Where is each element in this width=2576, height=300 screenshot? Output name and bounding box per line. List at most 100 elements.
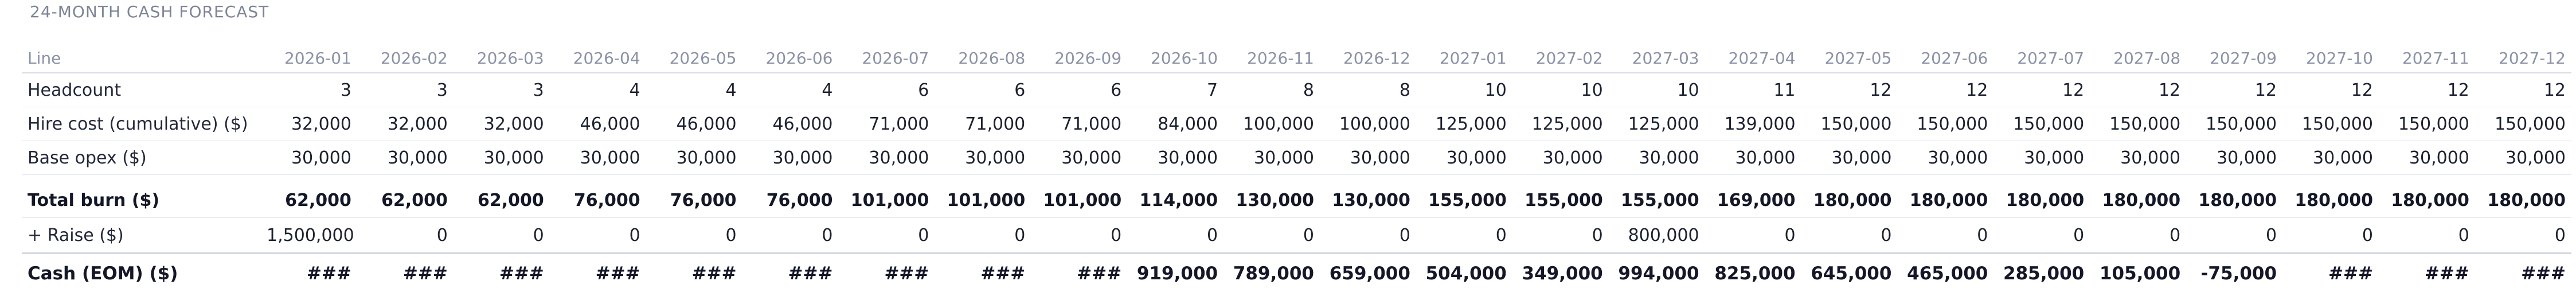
table-cell: ###	[1077, 263, 1122, 284]
table-cell: 76,000	[646, 183, 742, 218]
table-cell: 150,000	[2282, 107, 2379, 141]
table-cell: 12	[2090, 73, 2187, 107]
table-cell: 285,000	[2003, 263, 2085, 284]
table-cell: 32,000	[357, 107, 454, 141]
column-header-month: 2027-04	[1705, 44, 1801, 73]
column-header-month: 2026-02	[357, 44, 454, 73]
table-cell: 101,000	[935, 183, 1031, 218]
table-cell: 6	[1031, 73, 1128, 107]
table-cell: 46,000	[646, 107, 742, 141]
column-header-month: 2026-05	[646, 44, 742, 73]
table-cell: 71,000	[1031, 107, 1128, 141]
table-cell: 0	[2090, 217, 2187, 254]
table-cell: 30,000	[1416, 141, 1512, 175]
column-header-month: 2027-05	[1801, 44, 1898, 73]
table-cell: 100,000	[1223, 107, 1320, 141]
column-header-month: 2027-01	[1416, 44, 1512, 73]
table-cell: 30,000	[2282, 141, 2379, 175]
table-cell: 0	[1416, 217, 1512, 254]
table-cell: 100,000	[1320, 107, 1416, 141]
table-cell: 0	[2475, 217, 2571, 254]
table-row: Total burn ($) 62,000 62,000 62,000 76,000 76…	[22, 183, 2571, 218]
table-cell: 0	[1127, 217, 1224, 254]
column-header-month: 2027-09	[2186, 44, 2283, 73]
row-label: + Raise ($)	[22, 217, 261, 254]
table-cell: 0	[2282, 217, 2379, 254]
table-cell: 10	[1608, 73, 1705, 107]
table-cell: 0	[1031, 217, 1128, 254]
column-header-month: 2026-01	[261, 44, 357, 73]
table-cell: 105,000	[2099, 263, 2181, 284]
table-cell: 30,000	[1801, 141, 1898, 175]
table-cell: 11	[1705, 73, 1801, 107]
column-header-month: 2027-10	[2282, 44, 2379, 73]
table-cell: 12	[2282, 73, 2379, 107]
table-cell: 504,000	[1425, 263, 1507, 284]
table-cell: ###	[980, 263, 1026, 284]
table-cell: 150,000	[2378, 107, 2475, 141]
table-cell: 659,000	[1329, 263, 1410, 284]
table-cell: 12	[2186, 73, 2283, 107]
table-cell: 0	[1223, 217, 1320, 254]
table-cell: 46,000	[742, 107, 839, 141]
table-cell: 0	[1897, 217, 1994, 254]
column-header-month: 2026-03	[453, 44, 550, 73]
table-cell: 139,000	[1705, 107, 1801, 141]
table-cell: 12	[2475, 73, 2571, 107]
table-cell: 114,000	[1127, 183, 1224, 218]
table-cell: 30,000	[1320, 141, 1416, 175]
table-cell: 800,000	[1608, 217, 1705, 254]
table-cell: 30,000	[2186, 141, 2283, 175]
table-cell: 10	[1416, 73, 1512, 107]
table-cell: 12	[1897, 73, 1994, 107]
table-row: + Raise ($) 1,500,000 0 0 0 0 0 0 0 0 0 0 0 0 0 800,000…	[22, 217, 2571, 254]
table-cell: 3	[261, 73, 357, 107]
table-cell: 994,000	[1618, 263, 1699, 284]
table-cell: 825,000	[1714, 263, 1796, 284]
table-cell: ###	[595, 263, 640, 284]
table-cell: 150,000	[1801, 107, 1898, 141]
table-cell: 30,000	[2475, 141, 2571, 175]
table-cell: 150,000	[2475, 107, 2571, 141]
table-cell: 125,000	[1416, 107, 1512, 141]
row-label: Base opex ($)	[22, 141, 261, 175]
table-cell: 30,000	[453, 141, 550, 175]
table-row: Headcount 3 3 3 4 4 4 6 6 6 7 8 8 10 10 10 11 12 12 12 12 12 1…	[22, 73, 2571, 107]
table-cell: 180,000	[2378, 183, 2475, 218]
column-header-month: 2027-06	[1897, 44, 1994, 73]
table-row: Base opex ($) 30,000 30,000 30,000 30,000 30,…	[22, 141, 2571, 175]
table-cell: 3	[453, 73, 550, 107]
table-cell: 155,000	[1512, 183, 1609, 218]
table-cell: 0	[2378, 217, 2475, 254]
table-cell: 130,000	[1223, 183, 1320, 218]
table-cell: 0	[742, 217, 839, 254]
table-cell: 30,000	[549, 141, 646, 175]
column-header-month: 2027-03	[1608, 44, 1705, 73]
table-cell: ###	[788, 263, 833, 284]
table-cell: 62,000	[453, 183, 550, 218]
table-cell: 0	[1512, 217, 1609, 254]
table-cell: 62,000	[357, 183, 454, 218]
table-cell: 7	[1127, 73, 1224, 107]
table-cell: 30,000	[261, 141, 357, 175]
table-cell: 150,000	[2090, 107, 2187, 141]
row-spacer	[22, 175, 2571, 184]
table-cell: 645,000	[1811, 263, 1892, 284]
column-header-month: 2026-11	[1223, 44, 1320, 73]
table-cell: 130,000	[1320, 183, 1416, 218]
table-body: Headcount 3 3 3 4 4 4 6 6 6 7 8 8 10 10 10 11 12 12 12 12 12 1…	[22, 73, 2571, 293]
table-cell: 180,000	[2186, 183, 2283, 218]
table-cell: 180,000	[1993, 183, 2090, 218]
row-label: Hire cost (cumulative) ($)	[22, 107, 261, 141]
table-cell: ###	[884, 263, 929, 284]
column-header-line: Line	[22, 44, 261, 73]
table-cell: 180,000	[2090, 183, 2187, 218]
table-cell: 4	[549, 73, 646, 107]
spacer-cell	[22, 175, 2571, 184]
table-cell: 76,000	[742, 183, 839, 218]
column-header-month: 2026-06	[742, 44, 839, 73]
table-cell: 180,000	[1897, 183, 1994, 218]
table-cell: 0	[1705, 217, 1801, 254]
table-cell: 30,000	[1608, 141, 1705, 175]
table-cell: 12	[2378, 73, 2475, 107]
